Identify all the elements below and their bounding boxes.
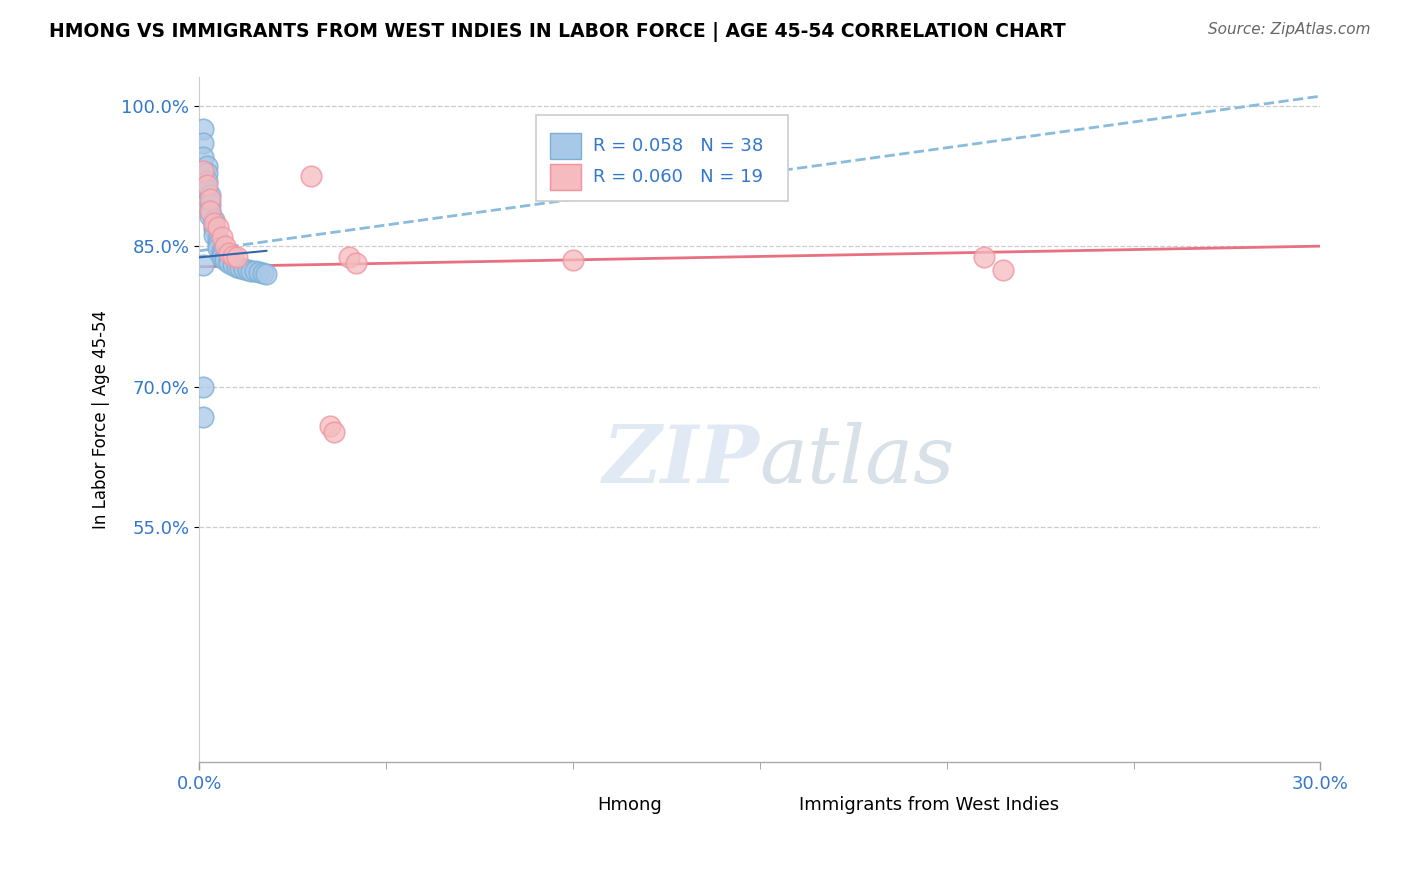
- Text: R = 0.058   N = 38: R = 0.058 N = 38: [593, 136, 763, 155]
- Text: Source: ZipAtlas.com: Source: ZipAtlas.com: [1208, 22, 1371, 37]
- Point: [218, 245, 240, 260]
- Point: [214, 253, 236, 268]
- Point: [191, 258, 214, 272]
- Point: [191, 136, 214, 150]
- FancyBboxPatch shape: [547, 795, 589, 818]
- Point: [191, 122, 214, 136]
- Point: [222, 248, 245, 262]
- Point: [202, 222, 225, 236]
- Point: [191, 409, 214, 424]
- Text: atlas: atlas: [759, 422, 955, 500]
- Point: [225, 260, 247, 274]
- Text: ZIP: ZIP: [603, 422, 759, 500]
- Point: [561, 253, 583, 268]
- Point: [202, 216, 225, 230]
- Point: [299, 169, 322, 183]
- Point: [200, 192, 222, 206]
- Point: [247, 265, 270, 279]
- Point: [218, 253, 240, 268]
- Point: [207, 237, 229, 252]
- Point: [236, 262, 259, 277]
- Point: [211, 229, 233, 244]
- Text: R = 0.060   N = 19: R = 0.060 N = 19: [593, 168, 762, 186]
- Point: [218, 256, 240, 270]
- Point: [195, 160, 218, 174]
- Point: [200, 203, 222, 218]
- Point: [207, 220, 229, 235]
- Point: [319, 419, 342, 434]
- Point: [322, 425, 344, 439]
- Point: [973, 251, 995, 265]
- Point: [195, 178, 218, 193]
- Point: [211, 246, 233, 260]
- FancyBboxPatch shape: [550, 163, 582, 190]
- Point: [202, 227, 225, 242]
- Point: [202, 213, 225, 227]
- Point: [222, 258, 245, 272]
- Point: [211, 251, 233, 265]
- Point: [200, 203, 222, 218]
- Point: [229, 260, 252, 275]
- Point: [233, 261, 256, 276]
- Point: [195, 183, 218, 197]
- FancyBboxPatch shape: [536, 115, 787, 201]
- Point: [200, 209, 222, 223]
- Text: Immigrants from West Indies: Immigrants from West Indies: [799, 797, 1059, 814]
- FancyBboxPatch shape: [550, 133, 582, 159]
- Point: [214, 239, 236, 253]
- Point: [252, 266, 274, 280]
- Point: [225, 251, 247, 265]
- Point: [191, 380, 214, 394]
- Point: [344, 256, 367, 270]
- Point: [200, 187, 222, 202]
- Point: [195, 173, 218, 187]
- Point: [254, 267, 277, 281]
- Point: [191, 150, 214, 164]
- Point: [245, 264, 267, 278]
- Text: Hmong: Hmong: [598, 797, 662, 814]
- Point: [211, 244, 233, 258]
- Point: [202, 219, 225, 233]
- Y-axis label: In Labor Force | Age 45-54: In Labor Force | Age 45-54: [93, 310, 110, 529]
- Point: [337, 251, 360, 265]
- Point: [207, 232, 229, 246]
- Point: [207, 241, 229, 255]
- Point: [991, 262, 1014, 277]
- Point: [200, 197, 222, 211]
- Point: [240, 263, 263, 277]
- Point: [214, 251, 236, 265]
- Text: HMONG VS IMMIGRANTS FROM WEST INDIES IN LABOR FORCE | AGE 45-54 CORRELATION CHAR: HMONG VS IMMIGRANTS FROM WEST INDIES IN …: [49, 22, 1066, 42]
- FancyBboxPatch shape: [748, 795, 792, 818]
- Point: [195, 166, 218, 180]
- Point: [191, 164, 214, 178]
